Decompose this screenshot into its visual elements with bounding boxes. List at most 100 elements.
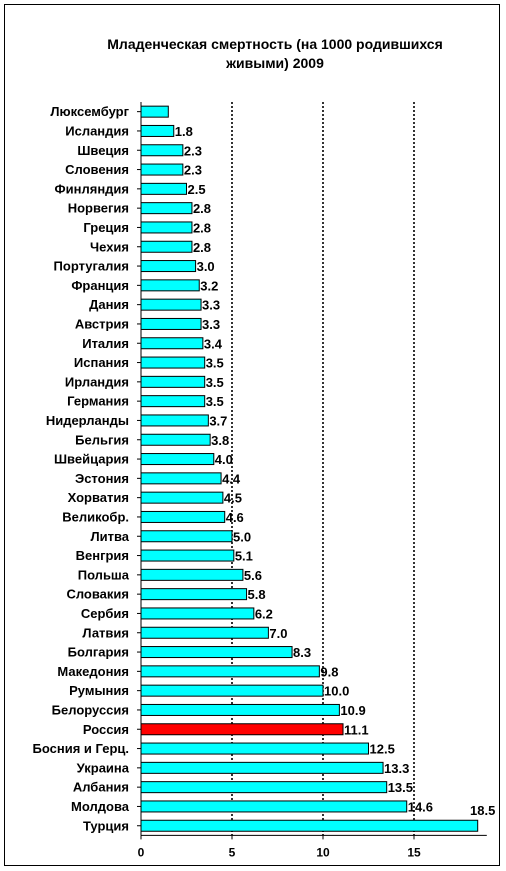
bar [140,742,369,755]
bar [140,568,244,581]
category-label: Германия [67,394,129,409]
bar [140,684,324,697]
bar [140,202,193,215]
category-label: Словакия [66,587,129,602]
data-label: 11.1 [344,722,369,737]
x-tick-label: 15 [407,845,421,859]
bar [140,144,184,157]
data-label: 2.8 [193,201,211,216]
category-label: Болгария [68,645,129,660]
bar [140,800,408,813]
category-label: Испания [74,355,129,370]
x-tick-label: 0 [138,845,145,859]
bar [140,453,215,466]
data-label: 5.1 [235,549,253,564]
data-label: 1.8 [175,124,193,139]
bar [140,433,211,446]
category-label: Великобр. [62,509,129,524]
data-label: 3.5 [206,356,224,371]
data-label: 3.5 [206,394,224,409]
category-label: Нидерланды [46,413,129,428]
category-label: Исландия [65,123,129,138]
data-label: 4.0 [215,452,233,467]
category-label: Хорватия [68,490,129,505]
data-label: 4.4 [222,471,241,486]
data-label: 3.0 [197,259,215,274]
bar [140,607,255,620]
data-label: 7.0 [269,626,287,641]
category-label: Венгрия [76,548,129,563]
bar [140,163,184,176]
data-label: 13.3 [384,761,409,776]
bar [140,124,175,137]
bar [140,356,206,369]
bar [140,240,193,253]
category-label: Чехия [90,239,129,254]
bar [140,703,340,716]
data-label: 6.2 [255,606,273,621]
category-label: Словения [65,162,129,177]
data-label: 10.0 [324,684,349,699]
category-label: Австрия [75,316,129,331]
category-label: Македония [57,664,129,679]
bar [140,260,197,273]
bar [140,530,233,543]
data-label: 2.8 [193,220,211,235]
chart-frame: Младенческая смертность (на 1000 родивши… [4,4,500,866]
category-label: Босния и Герц. [33,741,129,756]
category-label: Ирландия [65,374,129,389]
data-label: 14.6 [408,799,433,814]
category-label: Белоруссия [52,702,129,717]
bar [140,317,202,330]
category-label: Румыния [69,683,129,698]
category-label: Франция [71,278,129,293]
x-tick-label: 10 [316,845,330,859]
bar [140,588,248,601]
data-label: 13.5 [388,780,413,795]
data-label: 18.5 [470,803,495,818]
bar [140,279,200,292]
category-label: Греция [83,220,129,235]
category-label: Албания [73,780,129,795]
bar [140,414,209,427]
bar [140,395,206,408]
chart-title-line1: Младенческая смертность (на 1000 родивши… [107,36,443,52]
data-label: 5.0 [233,529,251,544]
bar [140,298,202,311]
data-label: 3.5 [206,375,224,390]
data-label: 3.7 [209,413,227,428]
data-label: 2.5 [188,182,206,197]
bar [140,646,293,659]
bar [140,723,344,736]
data-label: 3.3 [202,298,220,313]
category-label: Молдова [71,799,130,814]
bar [140,105,169,118]
category-label: Португалия [54,259,129,274]
chart-title-line2: живыми) 2009 [226,55,324,71]
chart-title: Младенческая смертность (на 1000 родивши… [65,35,485,73]
data-label: 12.5 [370,742,395,757]
bar [140,781,388,794]
data-label: 3.3 [202,317,220,332]
bar [140,182,187,195]
data-label: 9.8 [320,664,338,679]
data-label: 4.5 [224,491,242,506]
data-label: 5.8 [248,587,266,602]
data-label: 2.8 [193,240,211,255]
bar [140,472,222,485]
data-label: 3.8 [211,433,229,448]
bar [140,337,204,350]
category-label: Литва [90,529,129,544]
bar [140,549,235,562]
category-label: Финляндия [55,181,129,196]
data-label: 2.3 [184,143,202,158]
bar [140,510,226,523]
data-label: 3.4 [204,336,223,351]
bar [140,221,193,234]
bar [140,375,206,388]
category-label: Швеция [77,143,129,158]
category-label: Украина [77,760,130,775]
category-label: Дания [89,297,129,312]
data-label: 4.6 [226,510,244,525]
